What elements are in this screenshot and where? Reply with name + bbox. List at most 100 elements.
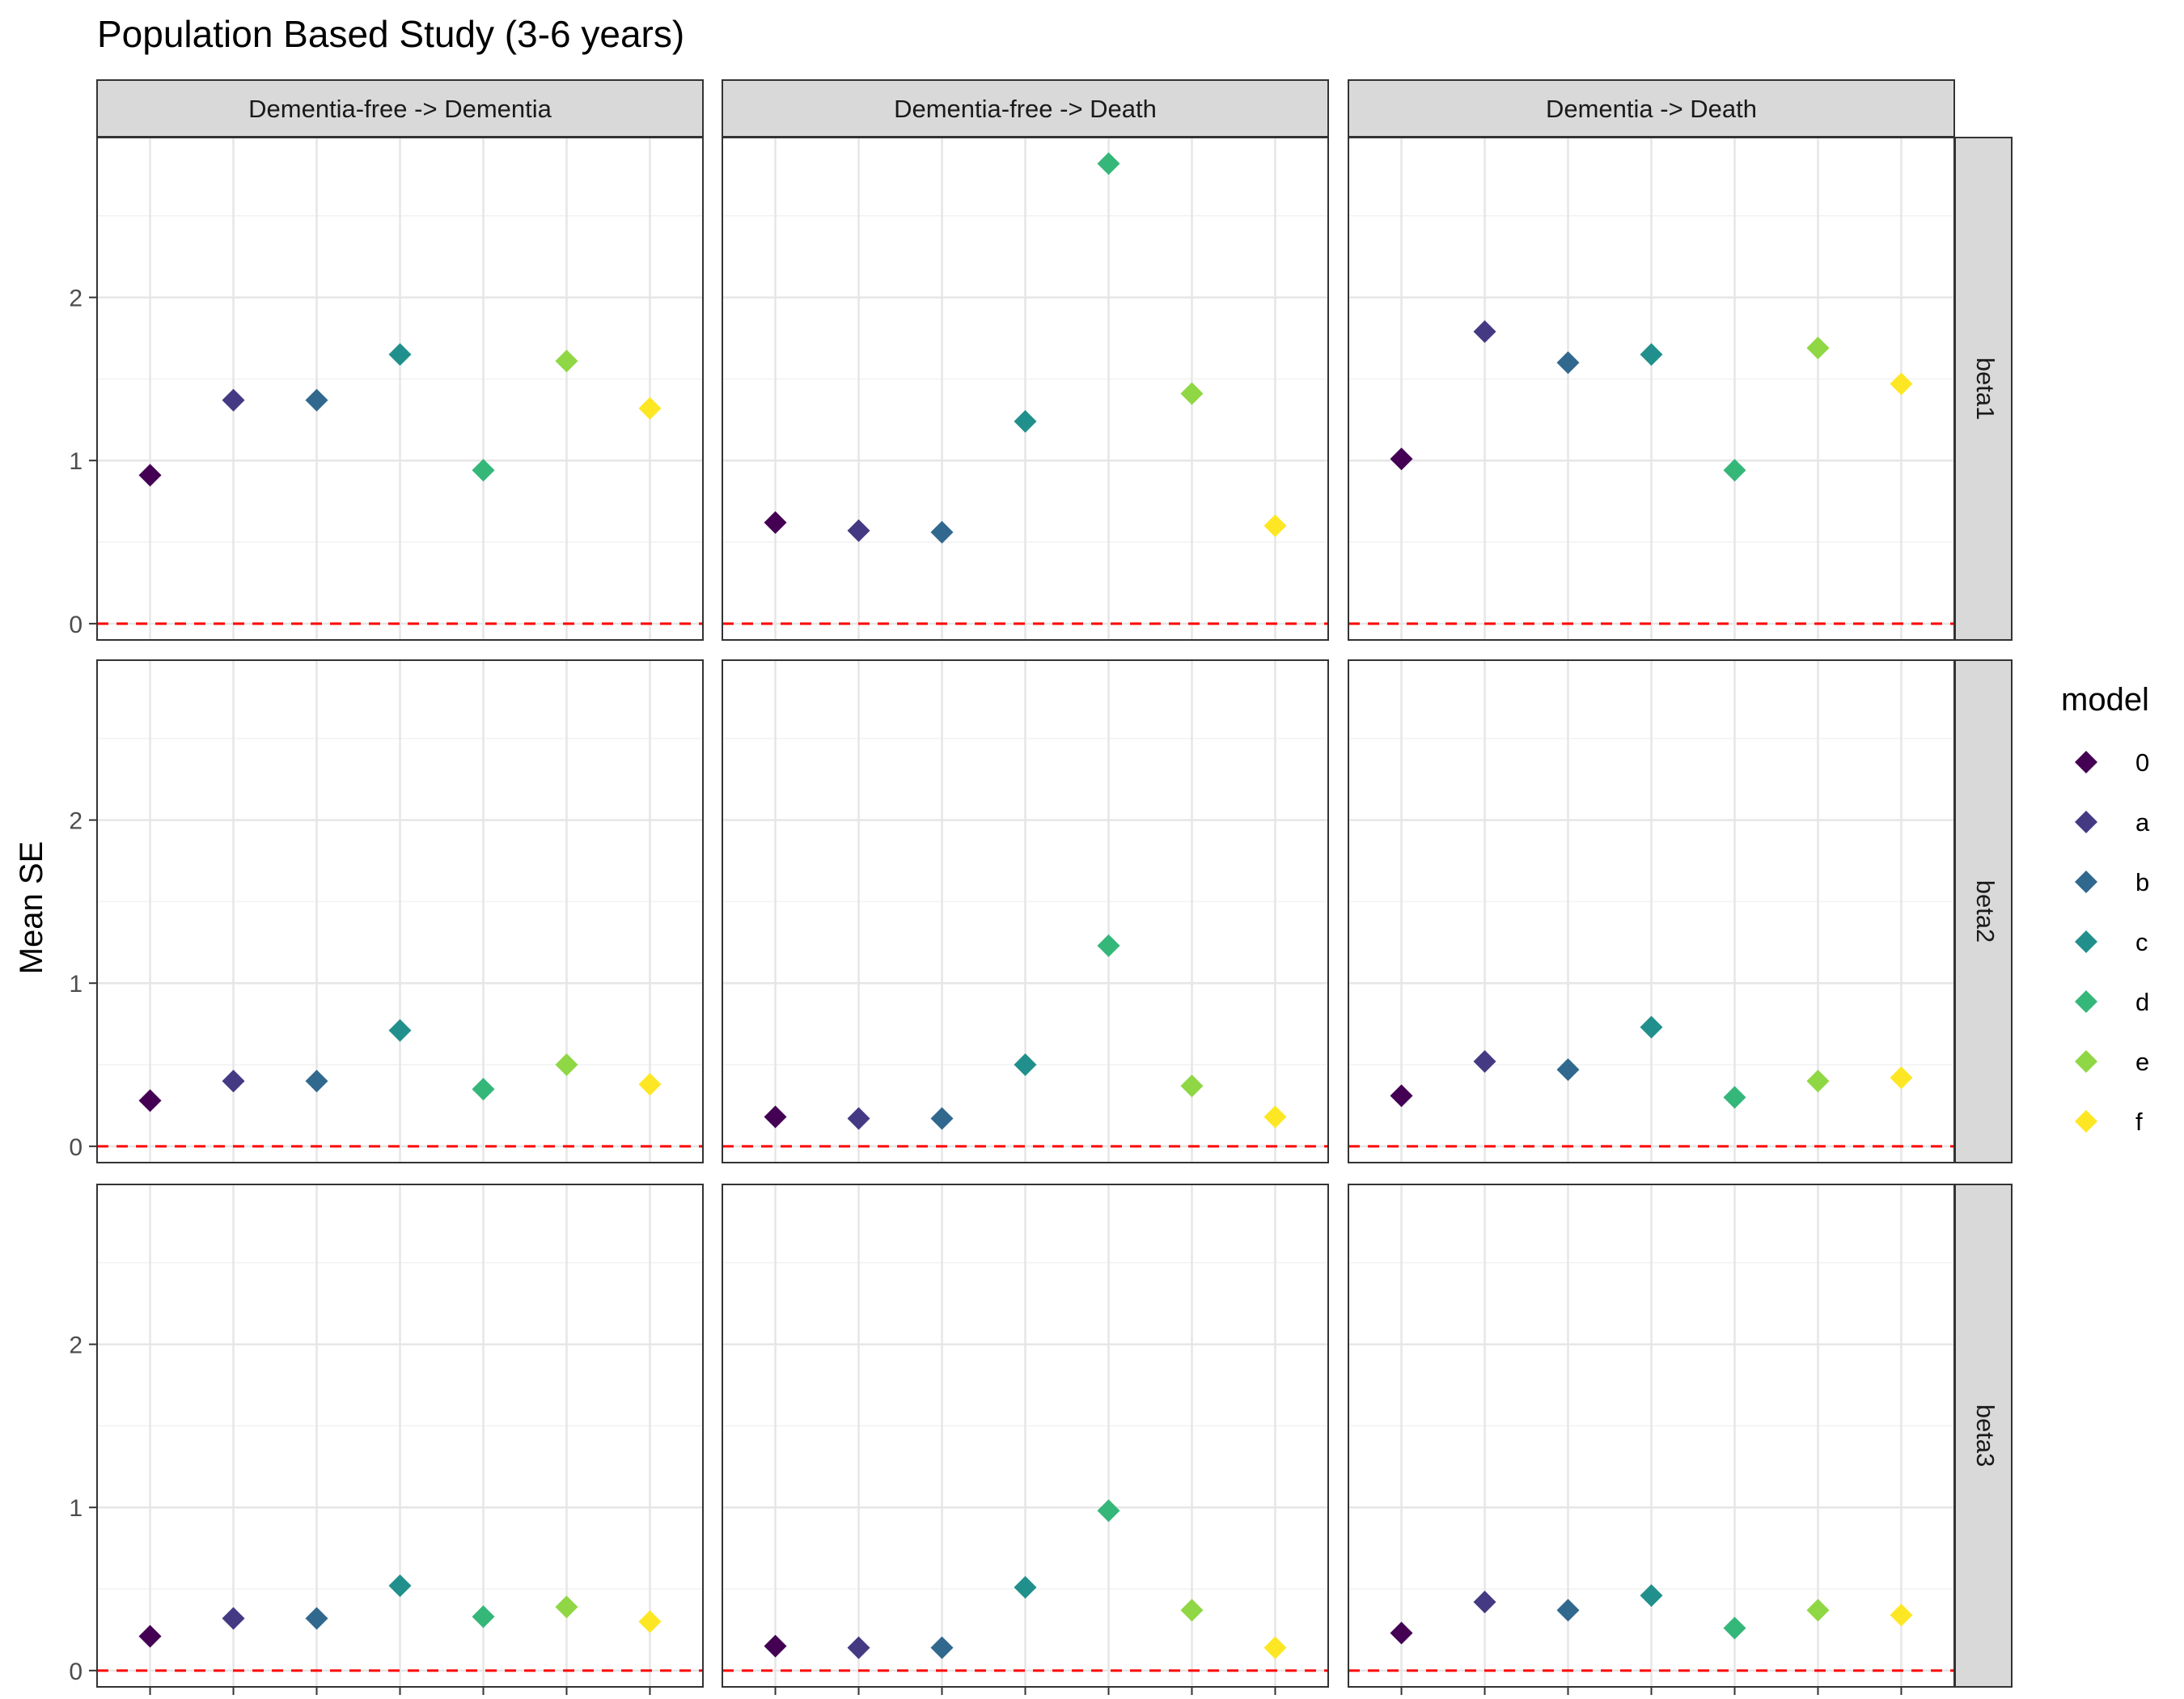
panel-beta2-dementia-death [1348, 659, 1955, 1163]
panel-beta3-dementia-free-dementia: 0 1 2 [69, 1184, 704, 1695]
data-point-d [1723, 1086, 1746, 1109]
data-point-0 [138, 464, 162, 487]
data-point-d [472, 459, 495, 482]
y-tick-label: 0 [69, 1134, 83, 1161]
facet-strip-bg [1348, 79, 1955, 138]
data-point-d [1097, 1499, 1120, 1523]
data-point-0 [764, 511, 787, 534]
row-strip-beta2: beta2 [1954, 659, 2013, 1163]
data-point-f [638, 1610, 662, 1633]
data-point-c [388, 343, 412, 366]
data-point-d [1723, 1616, 1746, 1640]
data-point-a [222, 388, 245, 412]
panel-border [1348, 137, 1955, 641]
data-point-d [472, 1078, 495, 1101]
data-point-b [1556, 1058, 1580, 1082]
y-tick-label: 0 [69, 1659, 83, 1685]
data-point-a [1473, 320, 1496, 343]
panel-border [722, 659, 1329, 1163]
data-point-b [930, 1107, 954, 1130]
data-point-a [1473, 1049, 1496, 1073]
y-tick-label: 2 [69, 808, 83, 835]
data-point-f [1263, 1105, 1287, 1129]
data-point-c [1014, 409, 1037, 433]
data-point-a [1473, 1591, 1496, 1614]
panel-beta1-dementia-free-death [722, 137, 1329, 641]
data-point-0 [1390, 1621, 1413, 1645]
facet-strip-label: Dementia-free -> Death [894, 95, 1157, 123]
facet-strip-label: Dementia -> Death [1546, 95, 1757, 123]
legend-label: a [2135, 808, 2150, 837]
data-point-0 [138, 1625, 162, 1648]
data-point-b [305, 388, 328, 412]
data-point-f [1890, 1604, 1913, 1627]
legend-item-b: b [2075, 868, 2149, 896]
data-point-c [1640, 1584, 1663, 1608]
y-tick-label: 1 [69, 448, 83, 475]
panel-border [96, 137, 704, 641]
data-point-c [1014, 1053, 1037, 1077]
panel-border [722, 137, 1329, 641]
facet-strip-bg [722, 79, 1329, 138]
y-tick-label: 1 [69, 1495, 83, 1522]
data-point-c [1640, 343, 1663, 366]
panel-beta2-dementia-free-death [722, 659, 1329, 1163]
data-point-e [555, 1053, 578, 1077]
y-tick-label: 2 [69, 286, 83, 312]
legend-label: d [2135, 988, 2149, 1016]
data-point-c [1014, 1576, 1037, 1599]
data-point-a [847, 1107, 870, 1130]
data-point-f [638, 396, 662, 420]
data-point-a [222, 1607, 245, 1630]
data-point-d [1097, 152, 1120, 176]
data-point-0 [1390, 1084, 1413, 1108]
data-point-b [1556, 1599, 1580, 1622]
data-point-d [472, 1605, 495, 1629]
panel-beta3-dementia-free-death [722, 1184, 1329, 1695]
data-point-e [1180, 1599, 1204, 1622]
legend-key [2075, 930, 2097, 953]
legend-key [2075, 751, 2097, 773]
facet-strip-dementia-free-dementia: Dementia-free -> Dementia [96, 79, 704, 138]
data-point-a [847, 519, 870, 542]
legend-item-e: e [2075, 1048, 2149, 1076]
data-point-0 [1390, 447, 1413, 471]
legend-label: 0 [2135, 748, 2149, 777]
data-point-b [930, 520, 954, 544]
y-tick-label: 1 [69, 971, 83, 998]
legend-key [2075, 871, 2097, 893]
legend-item-0: 0 [2075, 748, 2149, 777]
chart-title: Population Based Study (3-6 years) [97, 13, 684, 55]
data-point-e [555, 1595, 578, 1619]
data-point-0 [764, 1105, 787, 1129]
legend-key [2075, 1050, 2097, 1073]
facet-strip-label: Dementia-free -> Dementia [248, 95, 552, 123]
data-point-b [305, 1607, 328, 1630]
data-point-f [1890, 372, 1913, 396]
row-strip-bg [1954, 659, 2013, 1163]
y-axis-title: Mean SE [14, 841, 49, 975]
legend-key [2075, 1110, 2097, 1133]
data-point-e [1180, 382, 1204, 405]
data-point-f [1263, 1636, 1287, 1659]
data-point-c [388, 1019, 412, 1042]
facet-strip-dementia-free-death: Dementia-free -> Death [722, 79, 1329, 138]
legend: model 0 a b c d e f [2061, 682, 2150, 1136]
data-point-f [1263, 514, 1287, 537]
data-point-e [1806, 1070, 1830, 1093]
legend-key [2075, 990, 2097, 1013]
row-strip-bg [1954, 137, 2013, 641]
data-point-0 [138, 1089, 162, 1112]
data-point-e [1180, 1074, 1204, 1098]
row-strip-label: beta1 [1971, 358, 2000, 421]
legend-label: e [2135, 1048, 2149, 1076]
legend-item-a: a [2075, 808, 2150, 837]
row-strip-label: beta2 [1971, 880, 2000, 943]
data-point-0 [764, 1634, 787, 1658]
row-strip-beta1: beta1 [1954, 137, 2013, 641]
y-tick-label: 0 [69, 612, 83, 638]
panel-beta1-dementia-death [1348, 137, 1955, 641]
legend-label: b [2135, 868, 2149, 896]
legend-label: c [2135, 928, 2148, 956]
